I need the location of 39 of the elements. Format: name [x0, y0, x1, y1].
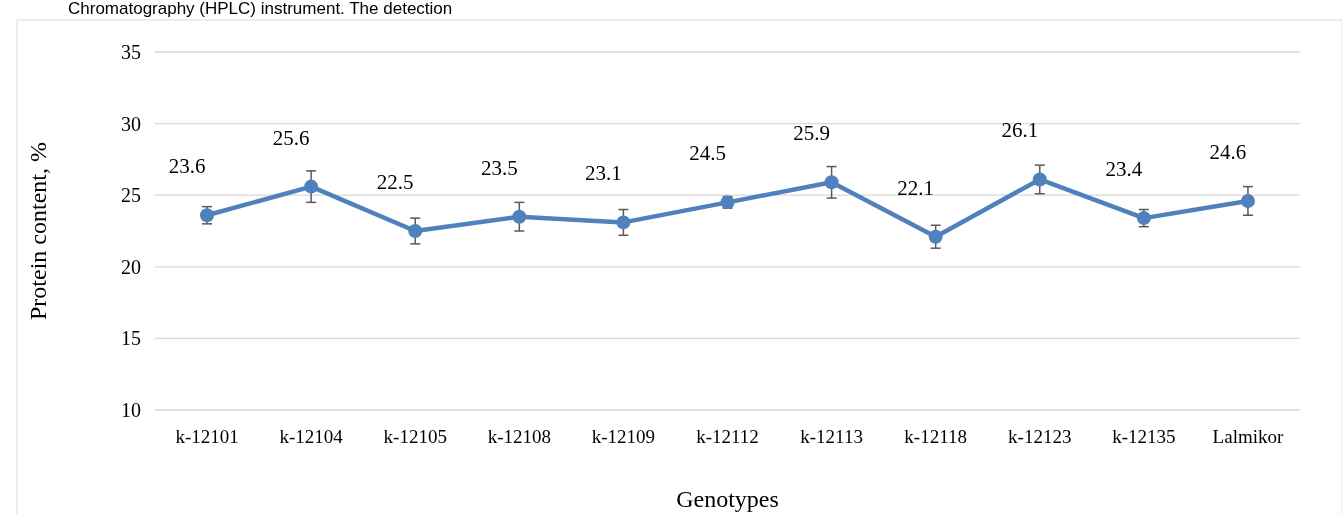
y-tick-label: 10: [121, 399, 141, 421]
point: [304, 179, 319, 194]
data-label: 25.6: [272, 125, 310, 150]
x-tick-label: k-12135: [1112, 426, 1176, 447]
y-tick-label: 35: [121, 41, 141, 63]
x-tick-label: k-12105: [383, 426, 447, 447]
x-tick-label: k-12108: [487, 426, 551, 447]
text: Chromatography (HPLC) instrument. The detection: [68, 0, 453, 18]
point: [1032, 172, 1047, 187]
y-tick-label: 20: [121, 255, 141, 278]
y-tick-label: 15: [121, 327, 141, 350]
point: [824, 175, 839, 190]
point: [616, 215, 631, 230]
x-tick-label: k-12123: [1008, 426, 1072, 447]
x-tick-label: k-12118: [904, 426, 967, 447]
data-label: 22.1: [897, 175, 935, 200]
x-tick-label: Lalmikor: [1212, 426, 1284, 447]
data-label: 23.5: [480, 155, 518, 180]
y-axis-title: Protein content, %: [25, 142, 51, 320]
data-label: 26.1: [1001, 118, 1039, 143]
data-label: 24.5: [689, 141, 726, 166]
x-tick-label: k-12101: [175, 426, 239, 447]
x-axis-title: Genotypes: [676, 486, 779, 512]
x-tick-label: k-12113: [800, 426, 863, 447]
x-tick-label: k-12109: [591, 426, 656, 447]
point: [408, 224, 423, 238]
data-label: 24.6: [1209, 139, 1247, 164]
y-tick-label: 25: [121, 184, 141, 207]
data-label: 23.6: [168, 154, 206, 179]
y-tick-label: 30: [121, 112, 141, 135]
data-label: 22.5: [376, 170, 414, 194]
data-label: 23.1: [585, 161, 622, 186]
x-tick-label: k-12104: [279, 426, 344, 447]
data-label: 23.4: [1105, 157, 1143, 182]
x-tick-label: k-12112: [696, 426, 759, 447]
data-label: 25.9: [793, 121, 830, 146]
point: [512, 209, 527, 224]
point: [928, 229, 943, 244]
point: [1240, 193, 1255, 208]
